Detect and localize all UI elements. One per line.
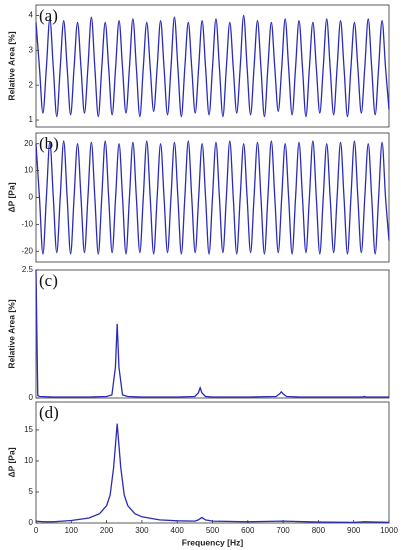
panel-letter: (c) xyxy=(39,271,58,290)
panel-letter: (d) xyxy=(39,403,59,422)
y-tick-label: 0 xyxy=(29,193,34,202)
plot-area xyxy=(35,269,390,399)
y-axis-label: ΔP [Pa] xyxy=(6,447,16,477)
x-tick-label: 900 xyxy=(347,526,361,535)
x-tick-label: 200 xyxy=(100,526,114,535)
plot-area xyxy=(35,401,390,524)
data-line xyxy=(35,423,390,524)
data-line xyxy=(35,269,389,398)
y-tick-label: -20 xyxy=(21,246,33,255)
y-axis-label: Relative Area [%] xyxy=(6,299,16,368)
x-tick-label: 800 xyxy=(312,526,326,535)
y-tick-label: 5 xyxy=(29,487,34,496)
x-tick-label: 400 xyxy=(171,526,185,535)
y-tick-label: 2.5 xyxy=(22,265,34,274)
x-tick-label: 1000 xyxy=(380,526,398,535)
y-tick-label: 0 xyxy=(29,518,34,527)
y-tick-label: 3 xyxy=(29,45,34,54)
x-tick-label: 300 xyxy=(135,526,149,535)
y-tick-label: 20 xyxy=(24,139,33,148)
panel-letter: (b) xyxy=(39,134,59,153)
y-axis-label: ΔP [Pa] xyxy=(6,182,16,212)
y-tick-label: 10 xyxy=(24,456,33,465)
y-tick-label: 15 xyxy=(24,425,33,434)
x-axis-label: Frequency [Hz] xyxy=(182,537,244,547)
panel-letter: (a) xyxy=(39,6,58,25)
y-tick-label: 2 xyxy=(29,80,34,89)
y-tick-label: 1 xyxy=(29,115,34,124)
x-tick-label: 100 xyxy=(65,526,79,535)
x-tick-label: 700 xyxy=(276,526,290,535)
x-tick-label: 500 xyxy=(206,526,220,535)
y-axis-label: Relative Area [%] xyxy=(6,31,16,100)
data-line xyxy=(35,140,390,255)
y-tick-label: 10 xyxy=(24,166,33,175)
x-tick-label: 0 xyxy=(34,526,39,535)
y-tick-label: -10 xyxy=(21,219,33,228)
y-tick-label: 4 xyxy=(29,11,34,20)
x-tick-label: 600 xyxy=(241,526,255,535)
data-line xyxy=(35,14,390,118)
y-tick-label: 0 xyxy=(29,393,34,402)
